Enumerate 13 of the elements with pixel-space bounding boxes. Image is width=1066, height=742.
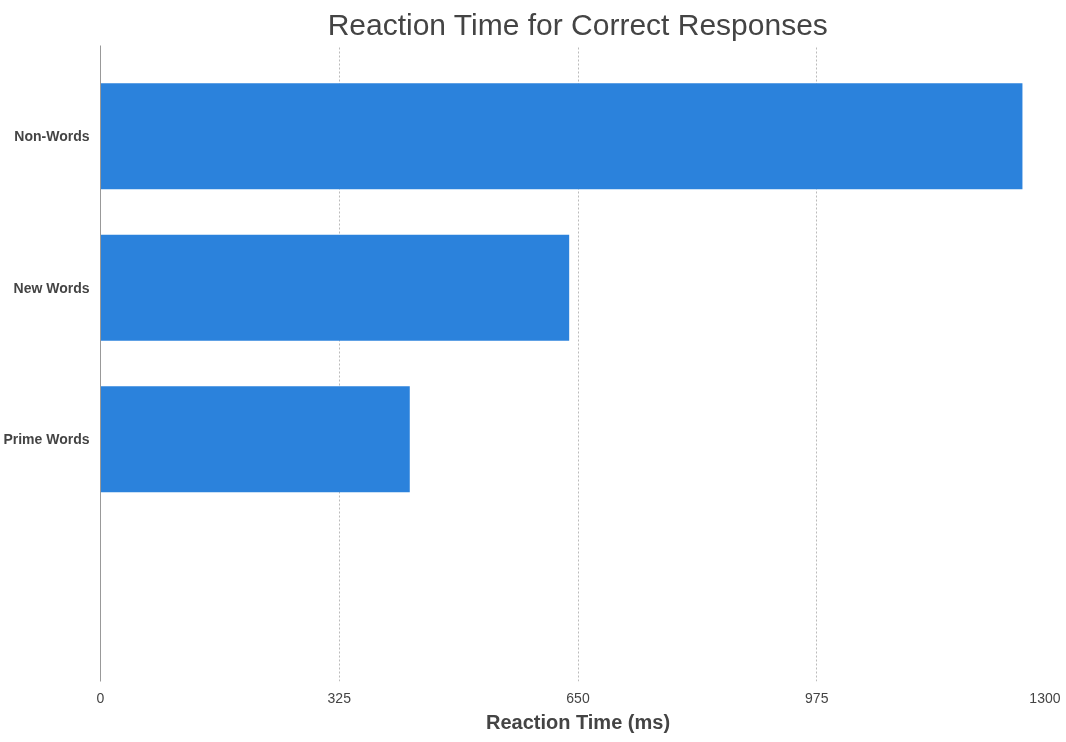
- x-tick-label: 0: [96, 689, 105, 706]
- x-tick-label: 975: [805, 689, 829, 706]
- x-tick-label: 650: [566, 689, 590, 706]
- y-tick-label: Prime Words: [3, 431, 90, 448]
- bar: [100, 234, 570, 341]
- x-tick-label: 325: [327, 689, 352, 706]
- x-tick-label: 1300: [1029, 689, 1061, 706]
- y-tick-label: Non-Words: [14, 128, 90, 145]
- x-axis-title: Reaction Time (ms): [485, 710, 671, 733]
- y-tick-label: New Words: [13, 279, 90, 296]
- bar: [100, 386, 410, 493]
- bar: [100, 83, 1023, 190]
- chart-title: Reaction Time for Correct Responses: [327, 7, 828, 41]
